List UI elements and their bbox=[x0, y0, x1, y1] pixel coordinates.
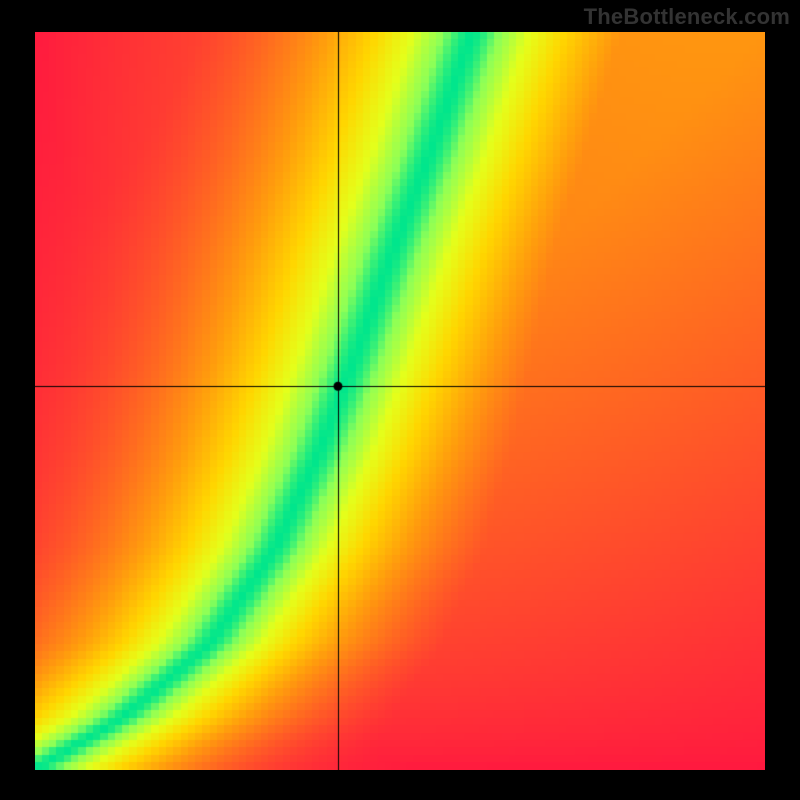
watermark-text: TheBottleneck.com bbox=[584, 4, 790, 30]
heatmap-canvas bbox=[35, 32, 765, 770]
chart-container: TheBottleneck.com bbox=[0, 0, 800, 800]
